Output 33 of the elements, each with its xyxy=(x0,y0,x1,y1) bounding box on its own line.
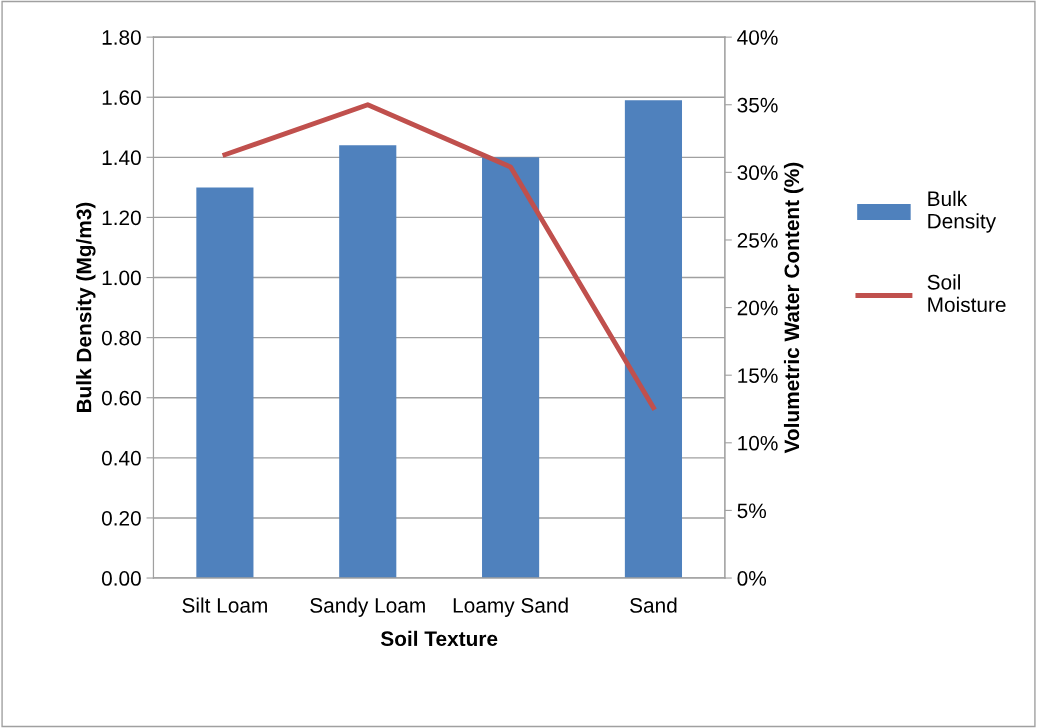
y-tick-label: 0.80 xyxy=(101,330,141,346)
bar xyxy=(196,187,254,579)
y-tick-label: 1.00 xyxy=(102,270,141,286)
bar xyxy=(482,157,540,579)
y-tick-label: 0.60 xyxy=(101,390,141,406)
line-series xyxy=(222,102,656,411)
x-tick-label: Silt Loam xyxy=(182,597,267,613)
y2-tick-label: 15% xyxy=(738,368,778,383)
x-tick-label: Loamy Sand xyxy=(453,597,568,617)
y-tick-label: 1.40 xyxy=(102,150,141,166)
y2-tick-label: 40% xyxy=(737,30,778,45)
y2-tick-label: 5% xyxy=(737,503,767,519)
y2-tick-label: 20% xyxy=(737,300,778,316)
y-tick-label: 0.20 xyxy=(101,510,141,526)
y-tick-label: 1.20 xyxy=(102,210,141,226)
y2-tick-label: 10% xyxy=(738,435,778,451)
y-tick-label: 1.60 xyxy=(102,90,141,105)
x-tick-label: Sandy Loam xyxy=(310,597,425,617)
y2-tick-label: 0% xyxy=(737,571,767,586)
bar xyxy=(624,100,683,579)
y-tick-label: 0.40 xyxy=(101,450,141,466)
legend-label: Soil Moisture xyxy=(927,274,1006,313)
legend-label: Bulk Density xyxy=(928,190,997,233)
y2-tick-label: 25% xyxy=(737,232,778,248)
y-tick-label: 0.00 xyxy=(101,571,141,586)
x-tick-label: Sand xyxy=(630,597,677,613)
y-axis-title: Bulk Density (Mg/m3) xyxy=(76,202,96,413)
bar xyxy=(339,145,397,579)
y2-tick-label: 35% xyxy=(737,97,778,113)
x-axis-title: Soil Texture xyxy=(380,630,498,647)
y2-axis-title: Volumetric Water Content (%) xyxy=(783,162,804,454)
y-tick-label: 1.80 xyxy=(102,30,141,45)
y2-tick-label: 30% xyxy=(737,165,778,181)
